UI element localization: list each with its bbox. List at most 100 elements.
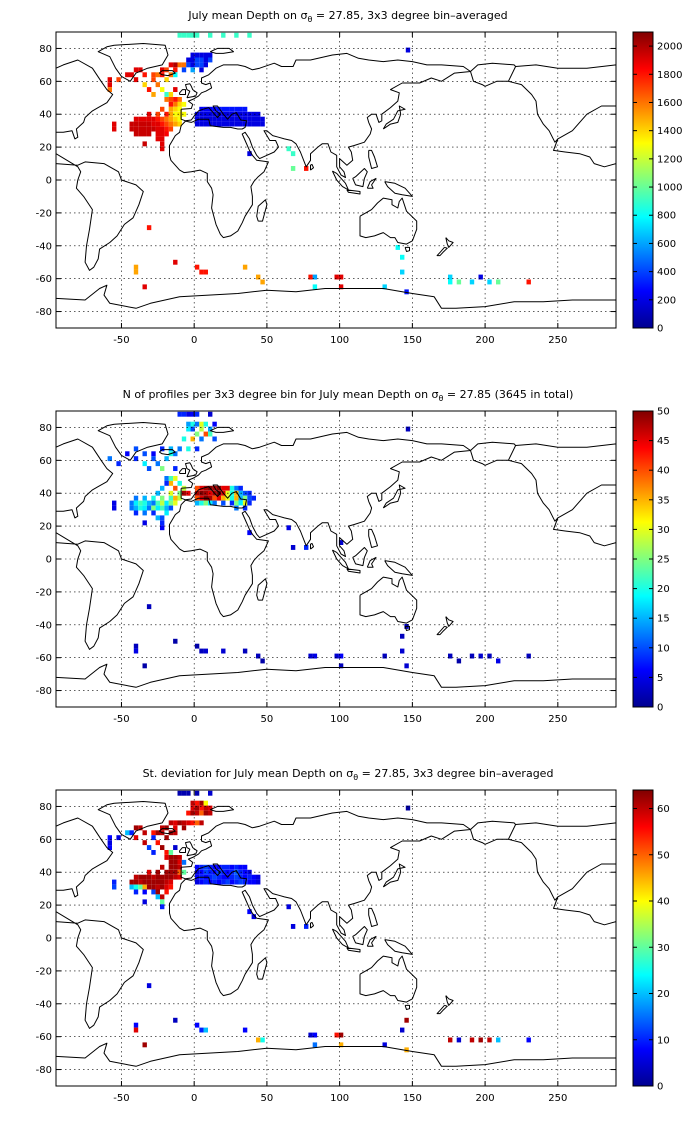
data-cell — [173, 97, 178, 102]
data-cell — [133, 126, 139, 132]
data-cells — [107, 32, 531, 295]
y-tick-label: 80 — [39, 802, 52, 813]
data-cell — [133, 884, 139, 890]
data-cell — [107, 82, 112, 88]
data-cell — [133, 643, 139, 649]
data-cell — [186, 490, 191, 496]
data-cell — [338, 1032, 344, 1038]
data-cell — [112, 126, 117, 132]
colorbar-tick-label: 30 — [657, 943, 670, 954]
data-cell — [168, 101, 174, 107]
data-cell — [142, 500, 147, 506]
x-tick-label: 100 — [330, 1093, 349, 1104]
data-cell — [168, 111, 174, 117]
data-cell — [173, 67, 178, 73]
data-cell — [155, 111, 160, 117]
y-tick-label: -40 — [36, 241, 52, 252]
data-cell — [173, 485, 178, 491]
data-cell — [177, 62, 182, 68]
data-cell — [160, 899, 165, 905]
data-cell — [216, 495, 222, 501]
data-cell — [208, 874, 213, 880]
colorbar-tick-label: 1200 — [657, 154, 682, 165]
data-cell — [142, 899, 147, 905]
data-cell — [203, 805, 208, 811]
data-cell — [203, 421, 208, 427]
coastline — [436, 625, 448, 636]
data-cell — [177, 106, 182, 112]
data-cell — [146, 131, 152, 137]
data-cell — [160, 121, 165, 127]
data-cell — [190, 820, 195, 826]
data-cell — [242, 879, 248, 885]
x-tick-label: 250 — [548, 714, 567, 725]
data-cell — [168, 820, 174, 826]
y-tick-label: 80 — [39, 423, 52, 434]
data-cell — [190, 426, 195, 432]
data-cell — [448, 274, 453, 280]
data-cell — [251, 879, 256, 885]
coastline — [185, 83, 198, 99]
colorbar-tick-label: 600 — [657, 239, 676, 250]
data-cell — [168, 855, 174, 860]
coastline — [359, 576, 418, 624]
data-cell — [526, 279, 531, 285]
data-cell — [405, 805, 411, 811]
data-cell — [229, 495, 235, 501]
data-cell — [308, 653, 313, 659]
data-cell — [186, 411, 191, 417]
y-tick-label: -80 — [36, 1065, 52, 1076]
data-cell — [286, 525, 291, 531]
data-cell — [142, 520, 147, 526]
data-cell — [186, 426, 191, 432]
data-cell — [168, 500, 174, 506]
coastline — [359, 197, 418, 245]
data-cell — [194, 879, 200, 885]
data-cell — [221, 874, 226, 880]
data-cell — [173, 62, 178, 68]
y-tick-label: -20 — [36, 587, 52, 598]
data-cell — [142, 451, 147, 457]
data-cell — [478, 1037, 483, 1043]
data-cell — [221, 32, 226, 38]
coastline — [310, 921, 314, 929]
data-cell — [290, 545, 296, 550]
data-cell — [164, 116, 169, 122]
coastline — [56, 59, 114, 140]
data-cell — [142, 884, 147, 890]
data-cell — [256, 274, 261, 280]
data-cell — [212, 421, 217, 427]
data-cell — [256, 121, 261, 127]
panel-1: July mean Depth on σθ = 27.85, 3x3 degre… — [36, 9, 683, 346]
data-cell — [173, 495, 178, 501]
data-cell — [155, 136, 160, 142]
data-cell — [160, 146, 165, 152]
colorbar-tick-label: 0 — [657, 1082, 663, 1093]
data-cell — [155, 840, 160, 846]
data-cell — [116, 77, 121, 83]
data-cell — [116, 835, 121, 841]
data-cell — [142, 72, 147, 78]
data-cell — [234, 116, 239, 122]
data-cell — [129, 884, 134, 890]
data-cell — [208, 810, 213, 816]
data-cell — [177, 790, 182, 796]
data-cell — [155, 869, 160, 875]
colorbar-tick-label: 25 — [657, 555, 670, 566]
data-cell — [151, 874, 156, 880]
data-cell — [160, 520, 165, 526]
data-cell — [400, 1027, 405, 1033]
data-cell — [160, 67, 165, 73]
coastline — [179, 847, 186, 853]
data-cell — [168, 446, 174, 452]
data-cell — [160, 874, 165, 880]
data-cell — [256, 653, 261, 659]
data-cell — [151, 830, 156, 836]
data-cell — [203, 879, 208, 885]
data-cell — [133, 1022, 139, 1028]
data-cell — [247, 495, 252, 501]
data-cell — [290, 151, 296, 157]
title-text-rest: = 27.85 (3645 in total) — [443, 388, 573, 401]
data-cell — [181, 859, 187, 865]
